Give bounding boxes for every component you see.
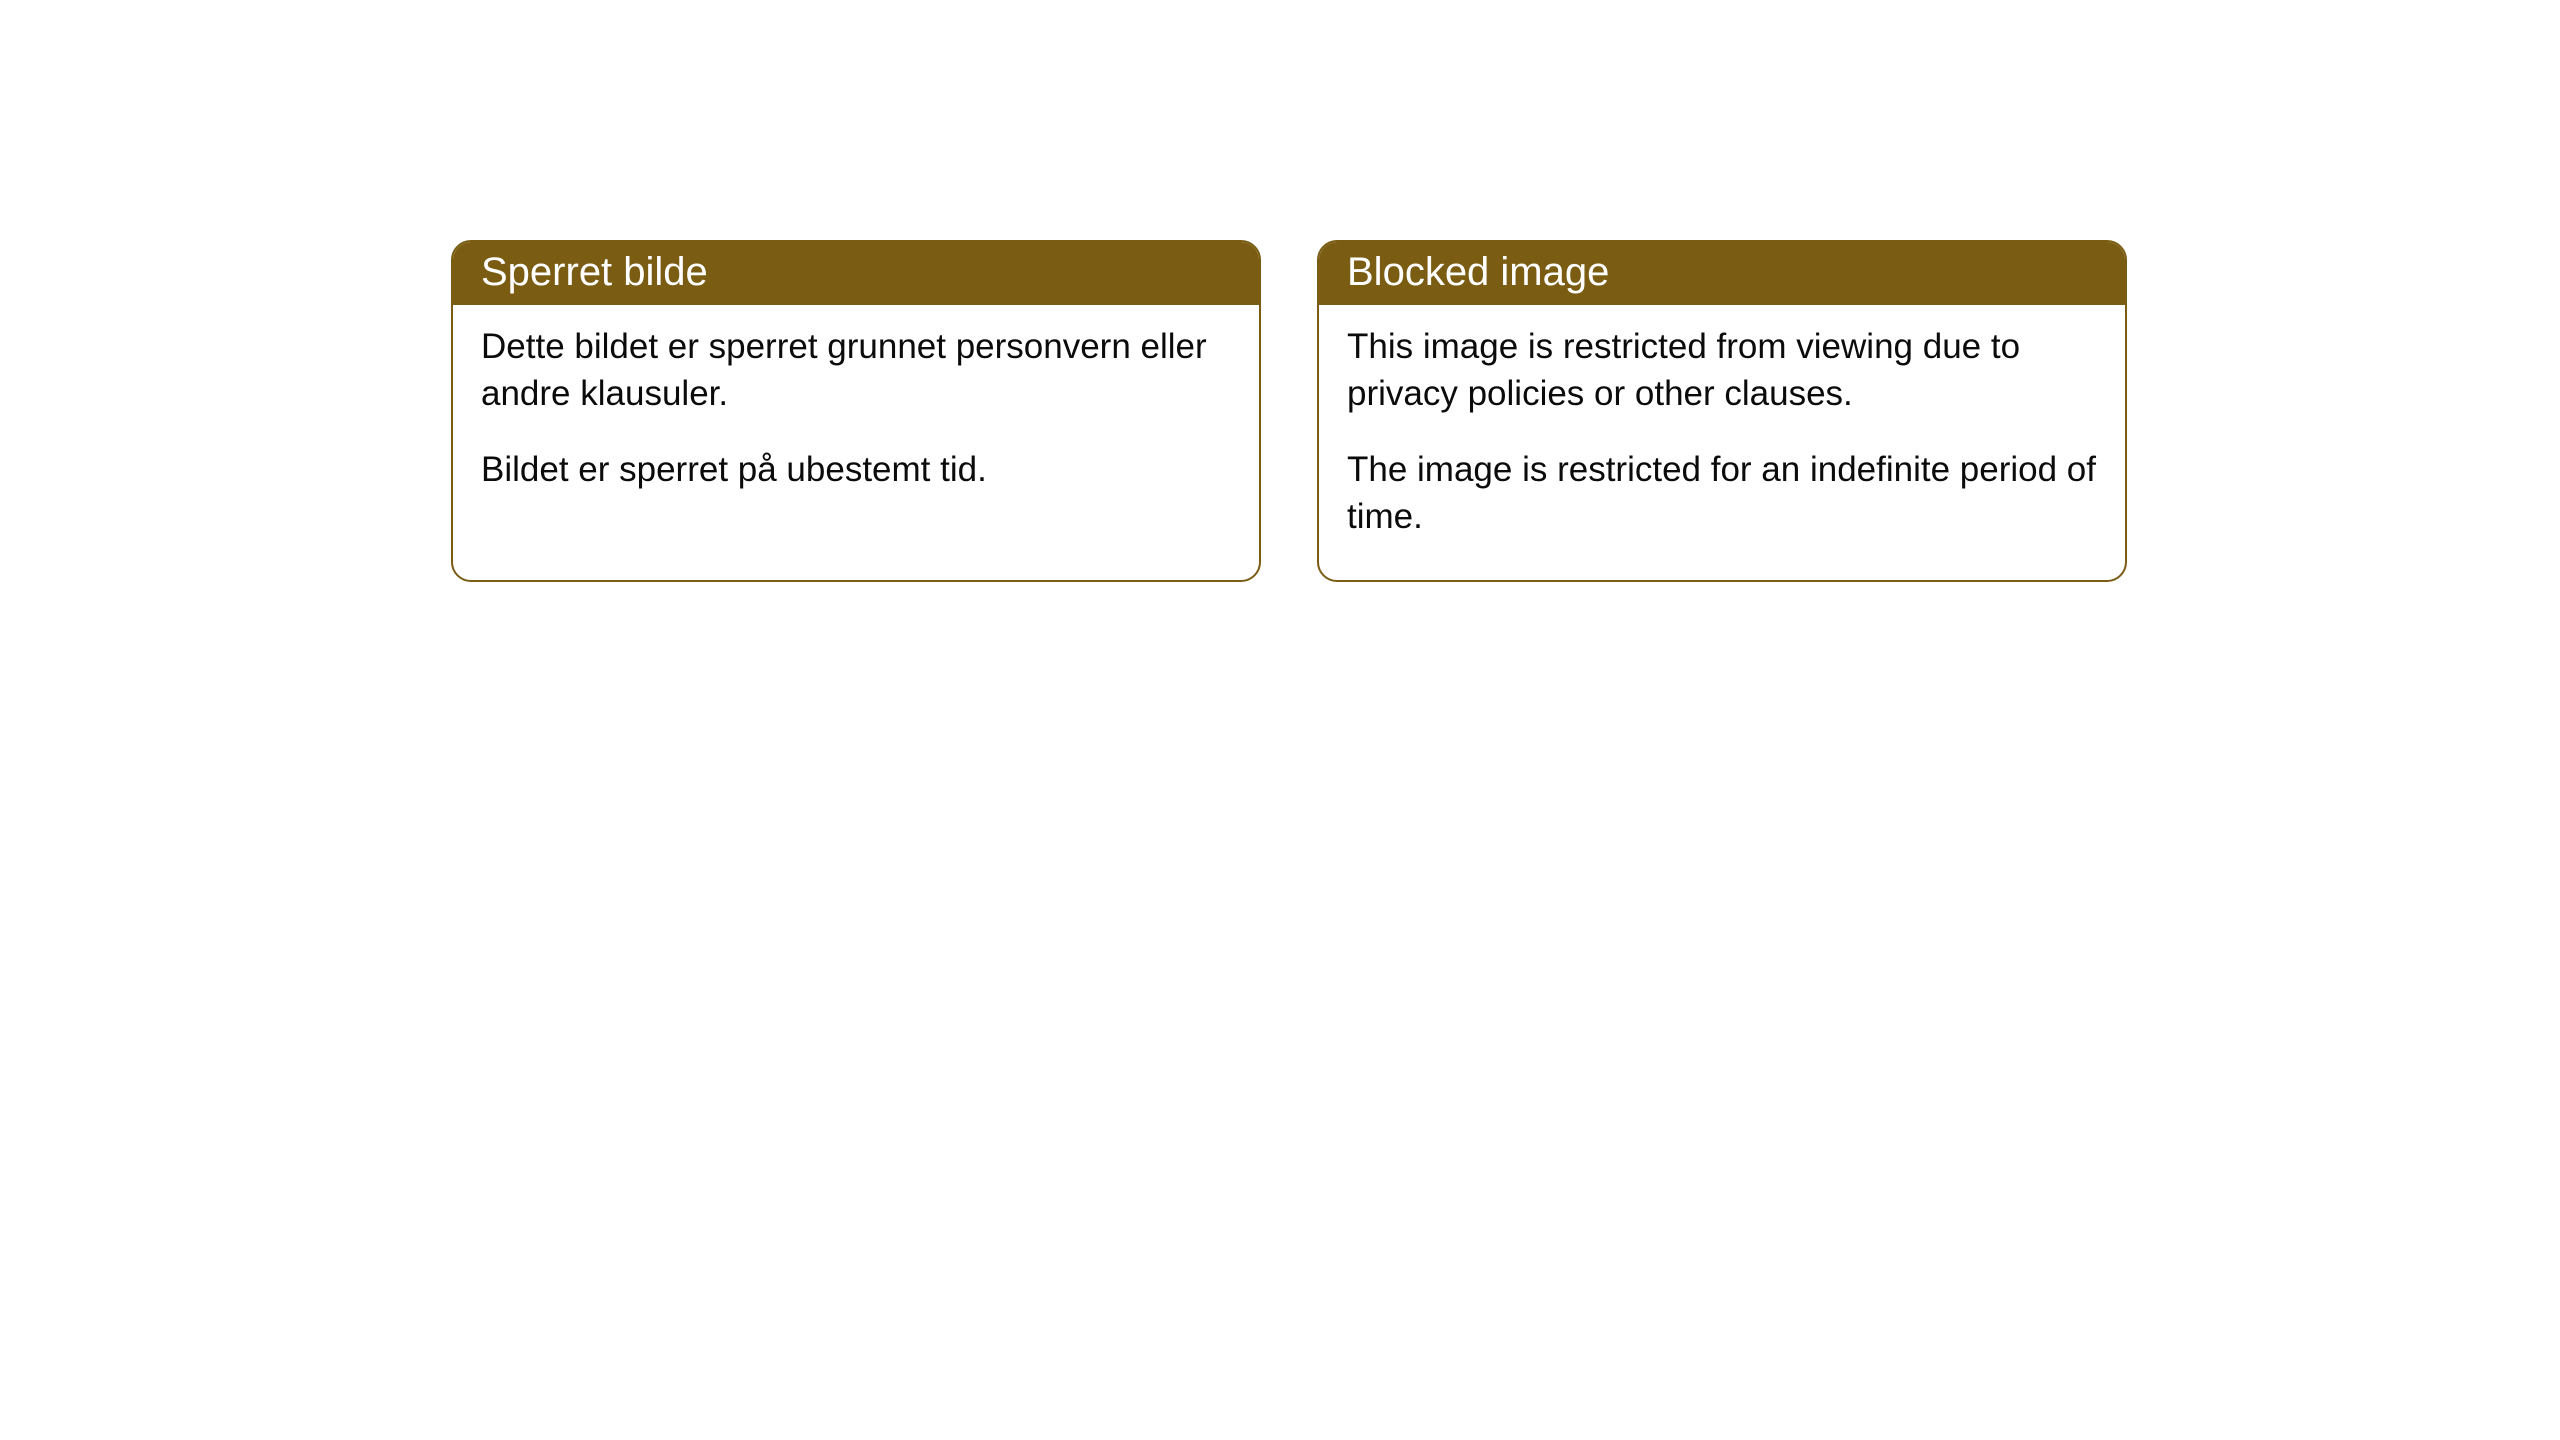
notice-card-norwegian: Sperret bilde Dette bildet er sperret gr… bbox=[451, 240, 1261, 582]
card-body-norwegian: Dette bildet er sperret grunnet personve… bbox=[453, 305, 1259, 533]
notice-container: Sperret bilde Dette bildet er sperret gr… bbox=[451, 240, 2127, 582]
card-body-english: This image is restricted from viewing du… bbox=[1319, 305, 2125, 580]
card-title-norwegian: Sperret bilde bbox=[481, 250, 708, 294]
card-header-norwegian: Sperret bilde bbox=[453, 242, 1259, 305]
card-title-english: Blocked image bbox=[1347, 250, 1609, 294]
card-paragraph: This image is restricted from viewing du… bbox=[1347, 323, 2097, 418]
notice-card-english: Blocked image This image is restricted f… bbox=[1317, 240, 2127, 582]
card-paragraph: The image is restricted for an indefinit… bbox=[1347, 446, 2097, 541]
card-paragraph: Dette bildet er sperret grunnet personve… bbox=[481, 323, 1231, 418]
card-header-english: Blocked image bbox=[1319, 242, 2125, 305]
card-paragraph: Bildet er sperret på ubestemt tid. bbox=[481, 446, 1231, 493]
